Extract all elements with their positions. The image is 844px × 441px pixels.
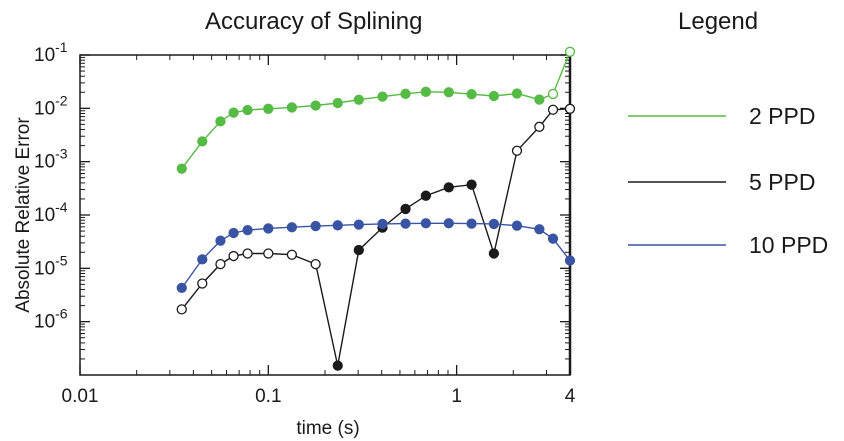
- y-tick-exponent: -5: [55, 252, 68, 268]
- data-point: [443, 182, 454, 193]
- y-tick-exponent: -3: [55, 146, 68, 162]
- data-point: [263, 248, 274, 259]
- chart-title: Accuracy of Splining: [205, 8, 423, 35]
- data-point: [353, 94, 364, 105]
- data-point: [564, 255, 576, 266]
- legend-title: Legend: [678, 8, 759, 35]
- data-point: [466, 89, 477, 100]
- data-point: [466, 179, 477, 190]
- y-tick-exponent: -1: [55, 39, 68, 55]
- y-tick-label: 10-5: [34, 252, 68, 279]
- data-point: [420, 86, 432, 97]
- data-point: [263, 103, 274, 114]
- x-tick-label: 0.01: [62, 386, 99, 407]
- data-point: [547, 88, 559, 100]
- data-point: [263, 223, 274, 234]
- data-point: [332, 97, 343, 109]
- data-point: [547, 104, 559, 115]
- x-tick-label: 4: [565, 386, 576, 407]
- data-point: [353, 244, 364, 256]
- data-point: [228, 107, 239, 118]
- data-point: [420, 190, 432, 201]
- data-point: [420, 218, 432, 229]
- data-point: [286, 102, 298, 113]
- data-point: [215, 116, 226, 127]
- data-point: [310, 100, 321, 111]
- y-tick-label: 10-2: [34, 92, 68, 119]
- data-point: [332, 220, 343, 231]
- data-point: [242, 224, 253, 236]
- data-point: [215, 235, 226, 246]
- data-point: [564, 46, 576, 57]
- data-point: [286, 249, 298, 260]
- data-point: [534, 94, 545, 105]
- data-point: [353, 219, 364, 230]
- series-5-ppd: [176, 103, 576, 371]
- data-point: [488, 218, 500, 230]
- data-point: [197, 254, 208, 265]
- data-point: [197, 136, 208, 147]
- data-point: [310, 220, 321, 232]
- data-point: [176, 304, 187, 315]
- legend: 2 PPD 5 PPD 10 PPD: [628, 103, 828, 258]
- data-point: [564, 103, 576, 114]
- y-axis-label: Absolute Relative Error: [13, 117, 34, 313]
- series-line-2-ppd: [181, 51, 571, 170]
- data-point: [488, 248, 500, 259]
- data-point: [466, 218, 477, 229]
- legend-label-2-ppd: 2 PPD: [749, 103, 815, 129]
- y-tick-label: 10-1: [34, 39, 68, 66]
- y-tick-label: 10-6: [34, 306, 68, 333]
- data-point: [511, 220, 523, 231]
- data-point: [443, 218, 454, 229]
- data-point: [534, 224, 545, 235]
- data-point: [215, 258, 226, 270]
- data-point: [400, 218, 411, 229]
- data-point: [176, 282, 187, 294]
- data-point: [511, 88, 523, 99]
- legend-label-10-ppd: 10 PPD: [749, 232, 828, 258]
- data-point: [228, 227, 239, 239]
- data-point: [400, 203, 411, 215]
- series-line-5-ppd: [181, 108, 571, 366]
- y-tick-exponent: -4: [55, 199, 68, 215]
- data-point: [377, 218, 388, 230]
- series-10-ppd: [176, 218, 576, 294]
- series-layer: [176, 46, 576, 371]
- data-point: [377, 91, 388, 102]
- x-tick-label: 0.1: [255, 386, 281, 407]
- y-tick-label: 10-3: [34, 146, 68, 173]
- y-tick-exponent: -2: [55, 92, 68, 108]
- data-point: [400, 88, 411, 99]
- y-tick-exponent: -6: [55, 306, 68, 322]
- data-point: [242, 248, 253, 259]
- data-point: [488, 90, 500, 102]
- data-point: [228, 250, 239, 262]
- data-point: [443, 87, 454, 98]
- data-point: [197, 278, 208, 289]
- data-point: [286, 222, 298, 233]
- data-point: [547, 233, 559, 244]
- legend-label-5-ppd: 5 PPD: [749, 169, 815, 195]
- data-point: [511, 145, 523, 156]
- x-axis-label: time (s): [296, 418, 359, 439]
- data-point: [242, 104, 253, 116]
- data-point: [310, 258, 321, 270]
- data-point: [176, 163, 187, 174]
- plot-frame: [79, 54, 571, 376]
- series-2-ppd: [176, 46, 576, 174]
- x-tick-label: 1: [451, 386, 462, 407]
- data-point: [534, 121, 545, 132]
- y-tick-label: 10-4: [34, 199, 68, 226]
- data-point: [332, 360, 343, 371]
